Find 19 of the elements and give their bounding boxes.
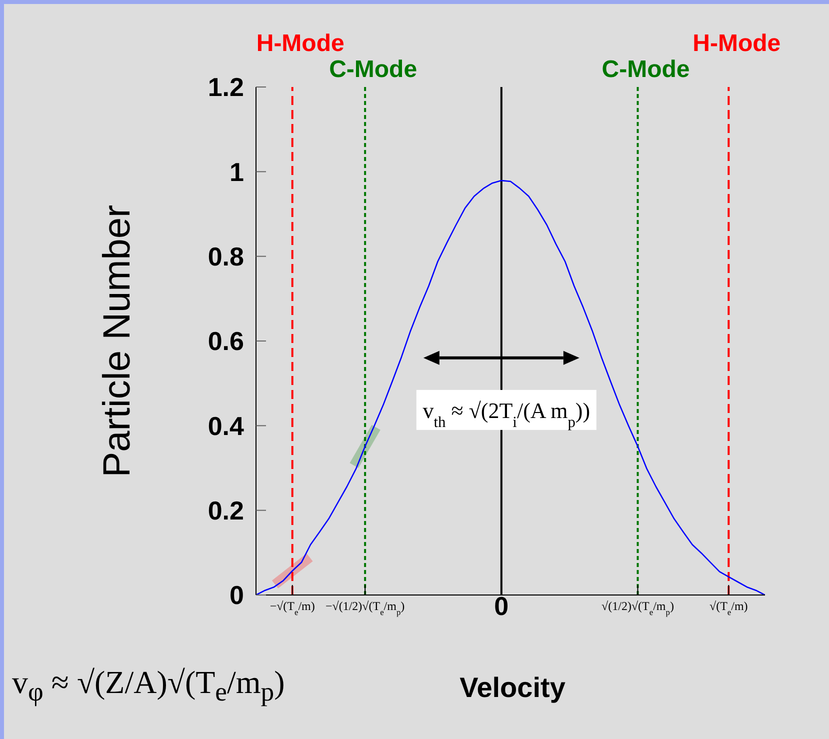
x-tick-label: √(1/2)√(T$_{e}$/m$_{p}$)	[602, 599, 674, 616]
ref-line-label: C-Mode	[329, 56, 418, 83]
y-tick-label: 1	[230, 156, 244, 187]
x-tick-label: 0	[494, 591, 509, 621]
y-tick-label: 0.2	[208, 496, 244, 526]
y-axis-title: Particle Number	[96, 204, 138, 478]
ref-line-label: H-Mode	[256, 30, 344, 57]
text: v$_{φ}$ ≈ √(Z/A)√(T$_{e}$/m$_{p}$)	[12, 664, 285, 708]
y-tick-label: 0.8	[208, 242, 244, 272]
y-tick-label: 0.6	[208, 326, 244, 356]
x-tick-label: √(T$_{e}$/m)	[709, 599, 748, 616]
ref-line-label: C-Mode	[602, 56, 690, 83]
x-axis-title: Velocity	[460, 672, 566, 703]
y-tick-label: 0.4	[208, 410, 245, 441]
x-tick-label: −√(1/2)√(T$_{e}$/m$_{p}$)	[325, 599, 405, 616]
x-tick-label: −√(T$_{e}$/m)	[270, 599, 315, 616]
ref-line-label: H-Mode	[692, 30, 781, 57]
y-tick-label: 1.2	[208, 72, 244, 102]
annotation: v$_{th}$ ≈ √(2T$_{i}$/(A m$_{p}$))	[422, 398, 590, 430]
